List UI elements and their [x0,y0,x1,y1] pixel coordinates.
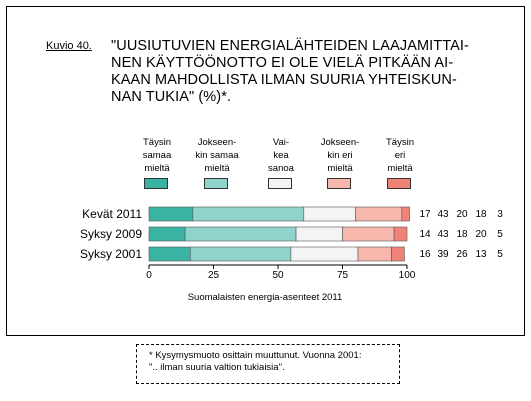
legend-swatch [204,178,228,189]
x-tick-label: 100 [398,270,416,281]
bar-segment [303,206,356,222]
legend-label-line: Jokseen- [197,137,237,148]
value-label: 43 [437,229,449,240]
category-label: Syksy 2001 [79,247,142,261]
legend-swatch [387,178,411,189]
value-label: 26 [456,249,468,260]
legend-label-line: kin eri [327,150,353,161]
bar-segment [184,226,297,242]
bar-segment [189,246,292,262]
x-tick-label: 0 [146,270,152,281]
footnote-box: * Kysymysmuoto osittain muuttunut. Vuonn… [136,344,400,384]
bar-segment [295,226,343,242]
value-label: 13 [475,249,487,260]
bar-segment [342,226,395,242]
bar-segment [355,206,403,222]
legend-label-line: mieltä [204,163,230,174]
legend-label-line: sanoa [268,163,294,174]
value-label: 3 [497,209,503,220]
bar-segment [401,206,410,222]
bar-segment [393,226,408,242]
legend-label-line: kin samaa [195,150,239,161]
legend-label-line: mieltä [144,163,170,174]
figure-frame [6,6,525,336]
value-label: 20 [456,209,468,220]
value-label: 43 [437,209,449,220]
legend-label-line: samaa [142,150,172,161]
value-label: 20 [475,229,487,240]
legend-label-line: Jokseen- [320,137,360,148]
value-label: 39 [437,249,449,260]
chart-title: "UUSIUTUVIEN ENERGIALÄHTEIDEN LAAJAMITTA… [111,38,521,106]
bar-segment [148,246,191,262]
legend-label-line: eri [394,150,406,161]
legend-label-line: mieltä [327,163,353,174]
value-label: 18 [456,229,468,240]
legend-swatch [327,178,351,189]
figure-label: Kuvio 40. [46,40,92,52]
x-axis [148,264,408,269]
legend-label-line: kea [273,150,289,161]
x-tick-label: 25 [207,270,220,281]
legend-item-jokseenkin-samaa: Jokseen- kin samaa mieltä [182,136,252,189]
value-label: 16 [419,249,431,260]
legend-label-line: Vai- [272,137,290,148]
legend-item-taysin-eri: Täysin eri mieltä [365,136,435,189]
bar-segment [148,226,186,242]
category-label: Kevät 2011 [82,207,142,221]
bar-segment [357,246,392,262]
value-label: 17 [419,209,431,220]
bar-segment [148,206,194,222]
legend-label-line: Täysin [386,137,414,148]
title-line: KAAN MAHDOLLISTA ILMAN SUURIA YHTEISKUN- [111,72,457,88]
bars [148,206,410,262]
legend-item-jokseenkin-eri: Jokseen- kin eri mieltä [305,136,375,189]
title-line: NAN TUKIA" (%)*. [111,89,232,105]
legend-item-taysin-samaa: Täysin samaa mieltä [122,136,192,189]
legend-swatch [144,178,168,189]
bar-segment [192,206,305,222]
legend-label-line: Täysin [143,137,171,148]
legend-swatch [268,178,292,189]
x-tick-label: 75 [336,270,349,281]
title-line: NEN KÄYTTÖÖNOTTO EI OLE VIELÄ PITKÄÄN AI… [111,55,454,71]
footnote-line: ".. ilman suuria valtion tukiaisia". [149,362,285,373]
value-label: 5 [497,249,503,260]
legend-label-line: mieltä [387,163,413,174]
x-tick-label: 50 [272,270,284,281]
bar-segment [391,246,405,262]
value-label: 18 [475,209,487,220]
bar-segment [290,246,359,262]
category-label: Syksy 2009 [79,227,142,241]
chart-source: Suomalaisten energia-asenteet 2011 [187,292,343,303]
value-label: 14 [419,229,431,240]
footnote-line: * Kysymysmuoto osittain muuttunut. Vuonn… [149,350,362,361]
value-label: 5 [497,229,503,240]
legend-item-vaikea-sanoa: Vai- kea sanoa [246,136,316,189]
title-line: "UUSIUTUVIEN ENERGIALÄHTEIDEN LAAJAMITTA… [111,38,469,54]
